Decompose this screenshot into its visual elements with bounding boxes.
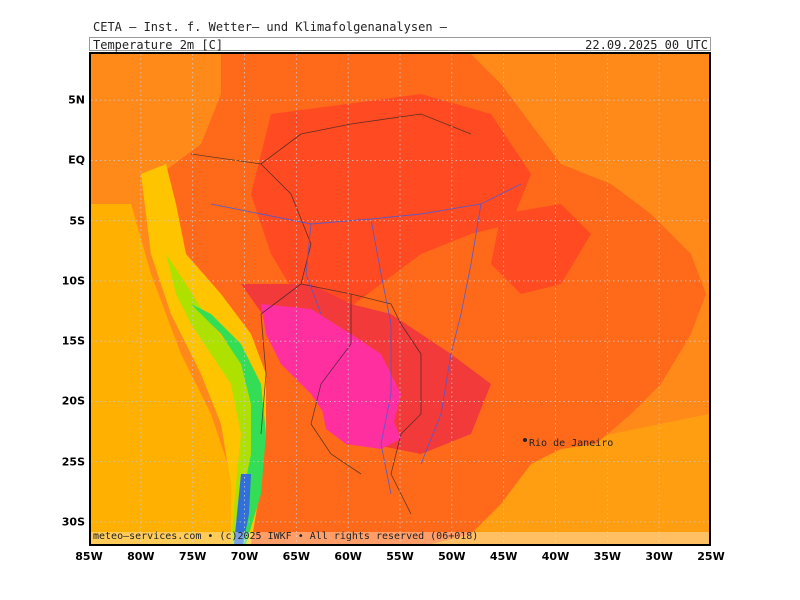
rivers (210, 183, 522, 495)
valid-datetime: 22.09.2025 00 UTC (585, 38, 708, 52)
lat-label: 5S (69, 214, 85, 228)
andes-cool-band (141, 164, 266, 544)
lon-label: 60W (334, 550, 362, 563)
rio-label: Rio de Janeiro (529, 438, 613, 449)
lon-label: 85W (75, 550, 103, 563)
andes-cooler-band (166, 254, 256, 544)
lat-label: 20S (61, 394, 85, 408)
lon-label: 40W (541, 550, 570, 563)
lat-label: EQ (68, 153, 85, 167)
lat-label: 30S (61, 515, 85, 529)
lon-label: 75W (178, 550, 207, 563)
variable-label: Temperature 2m [C] (93, 38, 224, 52)
lat-label: 15S (61, 334, 85, 348)
lat-label: 5N (68, 93, 85, 107)
hot-interior-field (251, 94, 531, 314)
copyright-footer: meteo—services.com • (c)2025 IWKF • All … (93, 531, 479, 542)
hottest-south-field (321, 399, 401, 449)
rio-marker (523, 438, 527, 442)
lon-label: 80W (127, 550, 155, 563)
lat-label: 10S (61, 274, 85, 288)
lon-label: 70W (230, 550, 259, 563)
lon-label: 35W (593, 550, 622, 563)
lon-label: 25W (697, 550, 725, 563)
country-borders (190, 113, 472, 515)
graticule (91, 54, 709, 544)
pacific-cool-field (91, 204, 241, 544)
lat-label: 25S (61, 455, 85, 469)
temperature-map: Rio de Janeiro meteo—services.com • (c)2… (89, 52, 711, 546)
lon-label: 45W (489, 550, 518, 563)
map-title: CETA — Inst. f. Wetter— und Klimafolgena… (93, 20, 448, 34)
lon-label: 55W (386, 550, 414, 563)
footer-strip (91, 532, 709, 544)
hot-northeast-field (491, 204, 591, 294)
subtitle-bar (89, 37, 711, 51)
lon-label: 30W (645, 550, 673, 563)
lon-label: 50W (438, 550, 466, 563)
andes-coldest-band (234, 474, 251, 544)
lon-label: 65W (282, 550, 311, 563)
